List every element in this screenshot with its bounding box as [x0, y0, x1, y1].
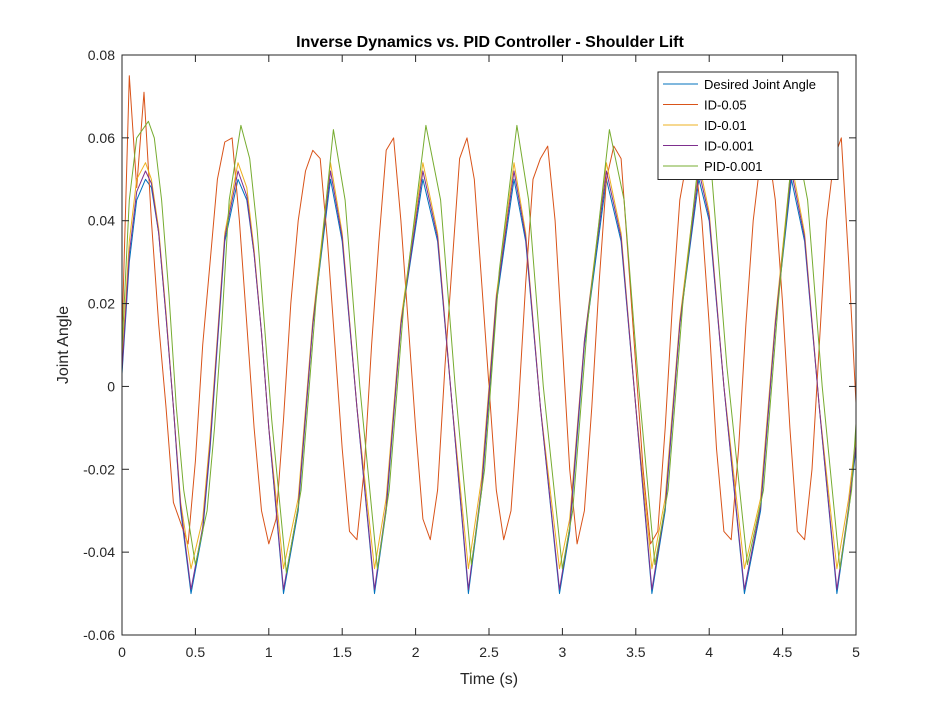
legend-entry-4: ID-0.001	[704, 139, 754, 154]
legend-entry-5: PID-0.001	[704, 159, 763, 174]
y-tick-label: 0.06	[88, 130, 115, 146]
x-tick-label: 1	[265, 644, 273, 660]
y-axis-label: Joint Angle	[55, 306, 72, 384]
chart-title: Inverse Dynamics vs. PID Controller - Sh…	[296, 34, 684, 51]
legend-entry-1: Desired Joint Angle	[704, 77, 816, 92]
x-tick-label: 1.5	[332, 644, 352, 660]
x-tick-label: 0.5	[186, 644, 206, 660]
x-tick-label: 4	[705, 644, 713, 660]
x-axis-label: Time (s)	[460, 671, 518, 688]
series-line-5	[122, 120, 856, 574]
x-tick-label: 4.5	[773, 644, 793, 660]
x-tick-label: 2.5	[479, 644, 499, 660]
legend-entry-3: ID-0.01	[704, 118, 747, 133]
series-layer	[122, 75, 856, 595]
axes-layer	[121, 54, 857, 636]
x-tick-label: 2	[412, 644, 420, 660]
y-tick-label: -0.06	[83, 627, 115, 643]
legend-entry-2: ID-0.05	[704, 98, 747, 113]
x-tick-label: 3	[559, 644, 567, 660]
y-tick-label: 0.08	[88, 47, 115, 63]
x-tick-label: 0	[118, 644, 126, 660]
y-tick-label: -0.02	[83, 461, 115, 477]
x-tick-label: 5	[852, 644, 860, 660]
legend: Desired Joint Angle ID-0.05 ID-0.01 ID-0.00…	[657, 71, 839, 180]
y-tick-label: 0.02	[88, 296, 115, 312]
x-tick-labels: 0 0.5 1 1.5 2 2.5 3 3.5 4 4.5 5	[118, 644, 860, 660]
y-tick-label: -0.04	[83, 544, 115, 560]
x-tick-label: 3.5	[626, 644, 646, 660]
y-tick-label: 0.04	[88, 213, 115, 229]
y-tick-labels: -0.06 -0.04 -0.02 0 0.02 0.04 0.06 0.08	[83, 47, 115, 643]
legend-box	[657, 71, 839, 180]
y-tick-label: 0	[107, 378, 115, 394]
